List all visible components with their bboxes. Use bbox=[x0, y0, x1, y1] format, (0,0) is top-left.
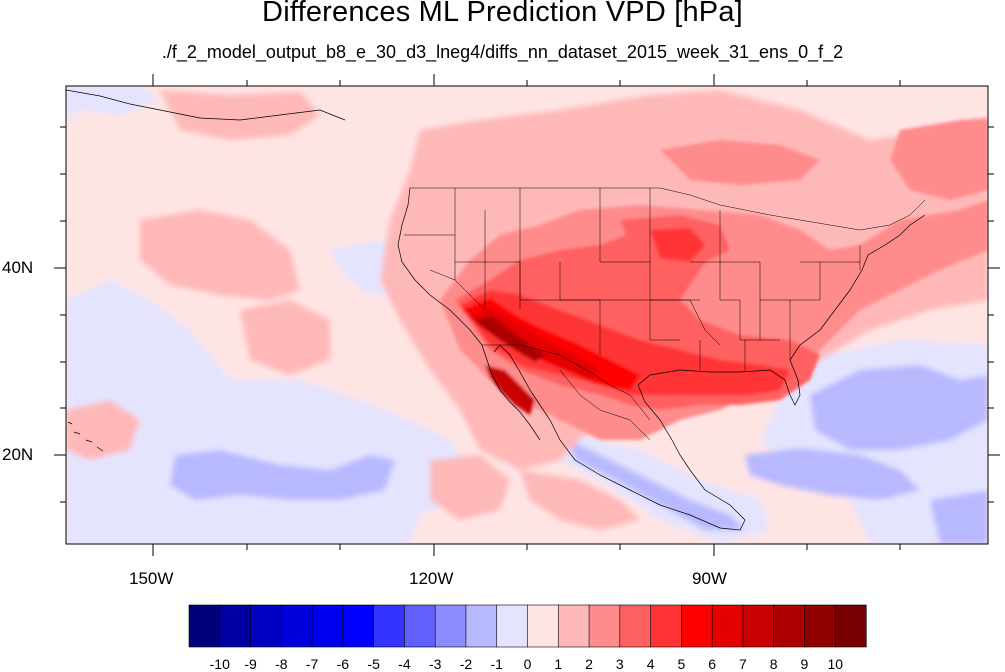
lon-label-150w: 150W bbox=[129, 569, 174, 588]
colorbar-swatch bbox=[311, 604, 344, 648]
colorbar-swatch bbox=[527, 604, 559, 648]
colorbar-label: -1 bbox=[491, 656, 504, 672]
field-1-mexico-sw bbox=[430, 455, 510, 520]
field-neg2-mexico bbox=[570, 440, 745, 530]
colorbar-swatch bbox=[711, 604, 744, 648]
colorbar-label: 3 bbox=[616, 656, 624, 672]
field-1-hawaii bbox=[66, 400, 140, 460]
lat-label-40n: 40N bbox=[2, 258, 34, 277]
colorbar-swatch bbox=[281, 604, 313, 648]
colorbar-swatch bbox=[619, 604, 652, 648]
field-neg2-se bbox=[930, 490, 988, 544]
colorbar-swatch bbox=[496, 604, 529, 648]
field-7-baja bbox=[485, 365, 535, 415]
colorbar-swatch bbox=[557, 604, 590, 648]
coastlines bbox=[66, 89, 926, 531]
field-1-pacific-b bbox=[240, 300, 330, 375]
colorbar-swatch bbox=[588, 604, 621, 648]
vpd-field bbox=[66, 86, 988, 544]
colorbar-swatch bbox=[681, 604, 713, 648]
colorbar-label: 10 bbox=[827, 656, 843, 672]
field-neg2-pacific bbox=[170, 450, 395, 500]
colorbar-label: -2 bbox=[460, 656, 473, 672]
colorbar-label: 2 bbox=[585, 656, 593, 672]
colorbar-swatch bbox=[465, 604, 498, 648]
colorbar-label: 1 bbox=[554, 656, 562, 672]
colorbar-label: 0 bbox=[524, 656, 532, 672]
colorbar-swatch bbox=[434, 604, 467, 648]
colorbar-label: -6 bbox=[337, 656, 350, 672]
plot-subtitle: ./f_2_model_output_b8_e_30_d3_lneg4/diff… bbox=[161, 42, 844, 62]
colorbar-swatch bbox=[404, 604, 436, 648]
field-neg2-caribbean bbox=[745, 448, 920, 500]
colorbar-label: -4 bbox=[398, 656, 411, 672]
field-1-pacific-c bbox=[160, 90, 320, 140]
colorbar-swatch bbox=[342, 604, 375, 648]
colorbar-label: 4 bbox=[647, 656, 655, 672]
lon-label-90w: 90W bbox=[692, 569, 727, 588]
colorbar-label: -7 bbox=[306, 656, 319, 672]
colorbar-label: 9 bbox=[801, 656, 809, 672]
colorbar-label: 6 bbox=[708, 656, 716, 672]
colorbar-label: 5 bbox=[677, 656, 685, 672]
colorbar-label: -9 bbox=[244, 656, 257, 672]
colorbar-swatch bbox=[188, 604, 221, 648]
field-2-canada-mid bbox=[660, 140, 820, 185]
field-1-pacific-a bbox=[140, 210, 300, 300]
colorbar-swatch bbox=[773, 604, 806, 648]
colorbar-label: -8 bbox=[275, 656, 288, 672]
colorbar-swatch bbox=[650, 604, 682, 648]
colorbar-swatch bbox=[219, 604, 252, 648]
field-1-mexico-s bbox=[520, 470, 640, 530]
lon-label-120w: 120W bbox=[409, 569, 454, 588]
field-4-iowa bbox=[650, 228, 705, 262]
field-8-core bbox=[475, 316, 545, 362]
colorbar: -10 -9 -8 -7 -6 -5 -4 -3 -2 -1 0 1 2 3 4 5 6 7 8 9 10 bbox=[188, 604, 867, 672]
state-borders bbox=[404, 187, 926, 441]
ticks bbox=[54, 74, 1000, 556]
field-neg2-atlantic bbox=[810, 365, 988, 450]
colorbar-swatch bbox=[742, 604, 775, 648]
colorbar-label: -5 bbox=[367, 656, 380, 672]
colorbar-label: 7 bbox=[739, 656, 747, 672]
colorbar-swatch bbox=[250, 604, 282, 648]
colorbar-swatch bbox=[834, 604, 867, 648]
colorbar-label: -3 bbox=[429, 656, 442, 672]
colorbar-label: -10 bbox=[210, 656, 230, 672]
lat-label-20n: 20N bbox=[2, 445, 34, 464]
plot-title: Differences ML Prediction VPD [hPa] bbox=[262, 0, 743, 28]
field-4-core bbox=[460, 290, 790, 395]
colorbar-swatch bbox=[804, 604, 836, 648]
field-2-canada-east bbox=[890, 118, 988, 200]
colorbar-swatch bbox=[373, 604, 406, 648]
colorbar-label: 8 bbox=[770, 656, 778, 672]
